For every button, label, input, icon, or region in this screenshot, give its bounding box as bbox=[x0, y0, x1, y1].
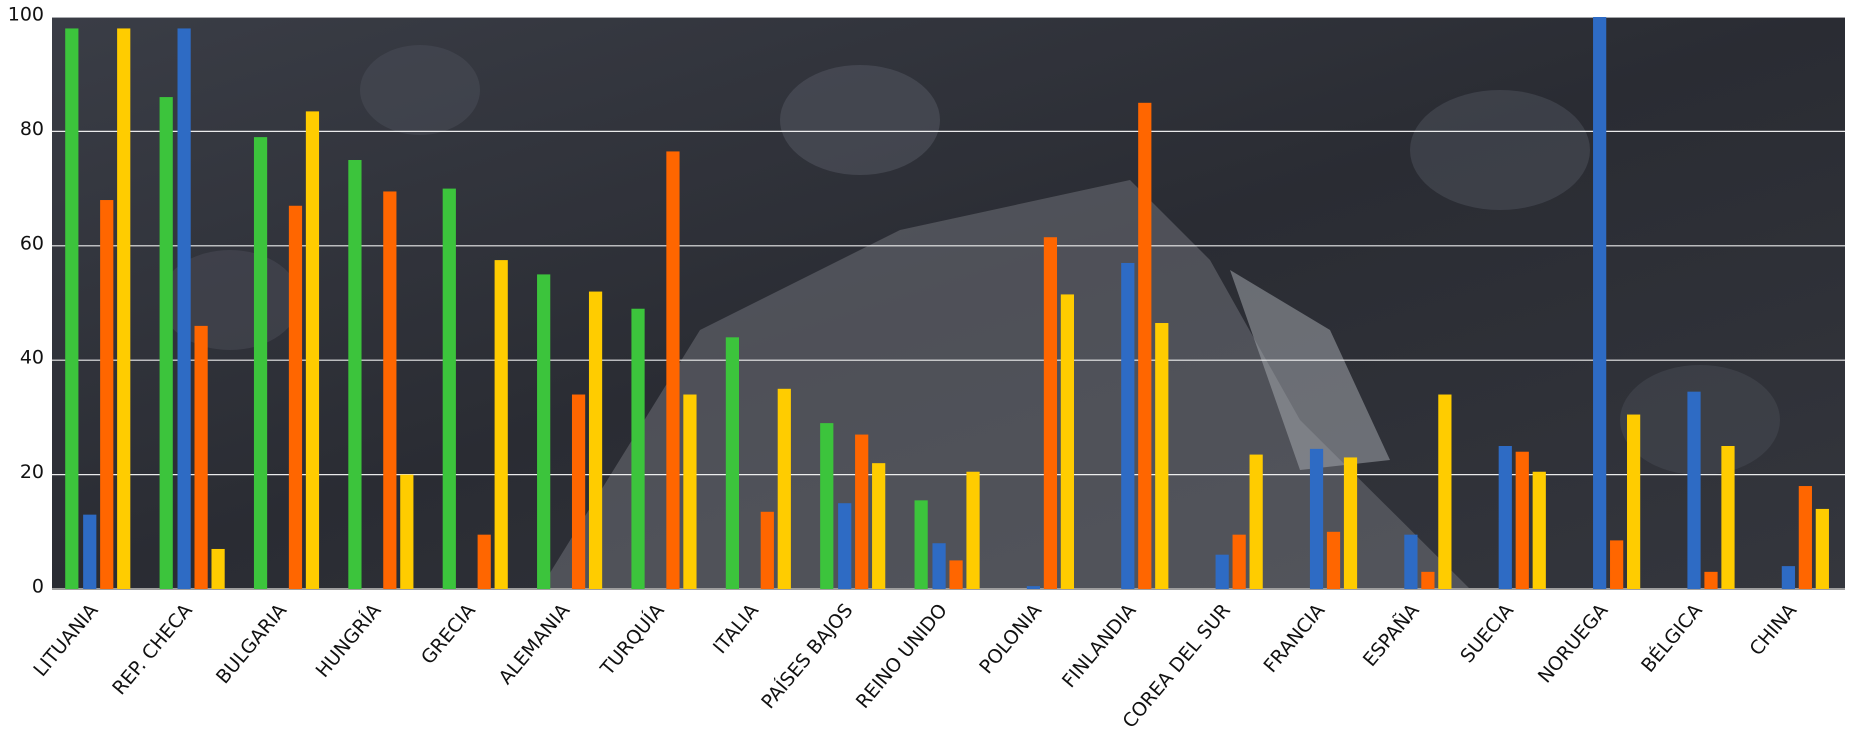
bar bbox=[666, 151, 680, 590]
bar bbox=[760, 511, 774, 589]
bar bbox=[820, 423, 834, 589]
x-tick-label: LITUANIA bbox=[29, 600, 102, 681]
bar bbox=[159, 97, 173, 589]
bar bbox=[1043, 237, 1058, 589]
bar bbox=[1404, 534, 1418, 589]
bar bbox=[588, 291, 603, 589]
bar bbox=[1781, 566, 1795, 589]
bar bbox=[631, 308, 645, 589]
bar bbox=[348, 160, 362, 589]
bar bbox=[932, 543, 946, 589]
x-tick-label: BULGARIA bbox=[212, 600, 291, 688]
bar bbox=[571, 394, 586, 589]
bar bbox=[838, 503, 852, 589]
bar bbox=[442, 188, 456, 589]
bar bbox=[194, 325, 208, 589]
bar bbox=[1121, 262, 1135, 589]
x-tick-label: CHINA bbox=[1745, 600, 1801, 660]
y-tick-label: 0 bbox=[32, 576, 44, 598]
bar bbox=[1215, 554, 1229, 589]
bar bbox=[83, 514, 97, 589]
bar bbox=[1815, 508, 1829, 589]
bar bbox=[383, 191, 397, 589]
bar bbox=[494, 260, 508, 589]
bar bbox=[1309, 448, 1324, 589]
x-tick-label: COREA DEL SUR bbox=[1119, 600, 1235, 733]
x-tick-label: TURQUÍA bbox=[595, 599, 669, 681]
y-tick-label: 100 bbox=[8, 4, 44, 26]
bar bbox=[1498, 446, 1512, 589]
bar bbox=[855, 434, 869, 589]
x-tick-label: NORUEGA bbox=[1534, 600, 1613, 688]
y-tick-label: 60 bbox=[20, 232, 44, 254]
x-tick-label: BÉLGICA bbox=[1636, 599, 1706, 677]
background-photo bbox=[52, 17, 1845, 589]
bar bbox=[1138, 102, 1152, 590]
x-tick-label: GRECIA bbox=[417, 600, 480, 669]
x-tick-label: PAÍSES BAJOS bbox=[756, 599, 857, 713]
bar bbox=[65, 28, 79, 589]
bar bbox=[872, 463, 886, 589]
x-tick-label: REP. CHECA bbox=[108, 600, 197, 700]
x-tick-label: SUECIA bbox=[1456, 600, 1518, 668]
bar bbox=[1798, 486, 1812, 589]
bar bbox=[1026, 586, 1041, 589]
bar bbox=[117, 28, 131, 589]
bar bbox=[966, 471, 980, 589]
bar bbox=[1627, 414, 1641, 589]
bar bbox=[1610, 540, 1624, 589]
bar bbox=[1232, 534, 1246, 589]
bar bbox=[100, 200, 114, 590]
bar bbox=[400, 474, 414, 589]
bar bbox=[1249, 454, 1263, 589]
bar bbox=[1721, 446, 1735, 589]
bar bbox=[1326, 531, 1341, 589]
x-tick-label: ALEMANIA bbox=[495, 600, 575, 689]
bar bbox=[683, 394, 697, 589]
x-tick-label: POLONIA bbox=[975, 600, 1046, 679]
bar bbox=[537, 274, 551, 589]
bar bbox=[253, 137, 268, 589]
bar bbox=[1343, 457, 1358, 589]
bar bbox=[1593, 17, 1607, 589]
x-tick-label: ESPAÑA bbox=[1358, 599, 1424, 671]
bar bbox=[177, 28, 191, 589]
bar bbox=[305, 111, 320, 589]
x-tick-label: ITALIA bbox=[709, 600, 763, 659]
bar bbox=[949, 560, 963, 589]
y-tick-label: 40 bbox=[20, 347, 44, 369]
bar bbox=[1155, 323, 1169, 589]
bar bbox=[477, 534, 491, 589]
bar bbox=[1704, 571, 1718, 589]
bar bbox=[211, 548, 225, 589]
bar bbox=[1438, 394, 1452, 589]
bar bbox=[1060, 294, 1075, 589]
y-tick-label: 80 bbox=[20, 118, 44, 140]
bar bbox=[288, 205, 303, 589]
bar bbox=[725, 337, 740, 589]
bar bbox=[914, 500, 928, 589]
bar bbox=[1515, 451, 1529, 589]
bar bbox=[777, 388, 791, 589]
y-tick-label: 20 bbox=[20, 461, 44, 483]
x-tick-label: FINLANDIA bbox=[1058, 600, 1141, 692]
bar bbox=[1421, 571, 1435, 589]
x-tick-label: REINO UNIDO bbox=[852, 600, 952, 713]
x-tick-label: FRANCIA bbox=[1259, 600, 1329, 677]
x-tick-label: HUNGRÍA bbox=[311, 599, 386, 682]
bar bbox=[1532, 471, 1546, 589]
bar bbox=[1687, 391, 1701, 589]
